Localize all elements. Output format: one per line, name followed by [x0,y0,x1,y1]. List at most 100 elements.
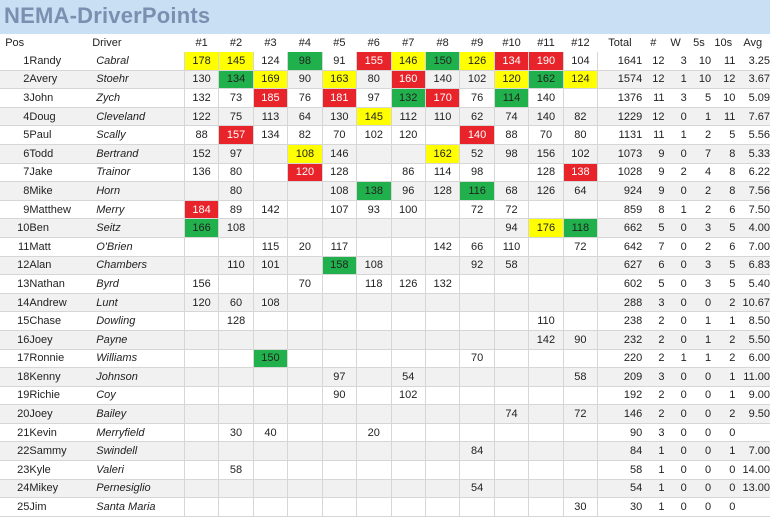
last-name-cell: Coy [96,386,185,406]
table-row[interactable]: 23 Kyle Valeri 58 58 1 0 0 0 14.00 [0,460,770,480]
race-10-points-cell [493,441,530,462]
races-count-cell: 9 [642,181,665,201]
wins-cell: 0 [664,181,687,201]
header-pos[interactable]: Pos [0,34,30,52]
table-row[interactable]: 19 Richie Coy 90 102 192 2 0 0 1 9.00 [0,386,770,406]
table-row[interactable]: 17 Ronnie Williams 150 70 220 2 1 1 2 6.00 [0,349,770,369]
race-11-points-cell: 142 [528,330,564,350]
table-row[interactable]: 15 Chase Dowling 128 110 238 2 0 1 1 8.50 [0,311,770,331]
position-cell: 4 [0,107,30,127]
race-7-points-cell [390,423,426,443]
header-races-count[interactable]: # [642,34,665,52]
table-row[interactable]: 8 Mike Horn 80 108 138 96 128 116 68 126 64 924 9 0 2 8 7… [0,181,770,201]
header-avg[interactable]: Avg [735,34,770,52]
race-7-points-cell: 112 [390,107,426,127]
header-race-10[interactable]: #10 [494,34,529,52]
table-row[interactable]: 10 Ben Seitz 166 108 94 176 118 662 5 0 3 5 4.00 [0,218,770,238]
header-race-12[interactable]: #12 [563,34,598,52]
race-7-points-cell: 160 [390,70,426,90]
header-wins[interactable]: W [664,34,687,52]
top10-cell: 2 [711,293,736,313]
race-10-points-cell: 58 [493,256,530,276]
table-row[interactable]: 22 Sammy Swindell 84 84 1 0 0 1 7.00 [0,441,770,462]
race-11-points-cell [528,441,564,462]
table-row[interactable]: 7 Jake Trainor 136 80 120 128 86 114 98 128 138 1028… [0,163,770,183]
race-4-points-cell: 82 [287,125,323,145]
race-10-points-cell: 134 [493,52,530,71]
table-row[interactable]: 13 Nathan Byrd 156 70 118 126 132 602 5 0 3 5 5.40 [0,274,770,294]
average-finish-cell: 7.00 [735,237,770,257]
race-6-points-cell: 80 [356,70,392,90]
average-finish-cell: 5.40 [735,274,770,294]
table-row[interactable]: 9 Matthew Merry 184 89 142 107 93 100 72 72 859 8 1 2 6… [0,200,770,220]
races-count-cell: 1 [642,460,665,480]
top10-cell: 11 [711,52,736,71]
races-count-cell: 3 [642,367,665,387]
table-row[interactable]: 14 Andrew Lunt 120 60 108 288 3 0 0 2 10.67 [0,293,770,313]
wins-cell: 1 [664,349,687,369]
position-cell: 24 [0,479,30,499]
top10-cell: 11 [711,107,736,127]
top5-cell: 0 [686,386,712,406]
race-8-points-cell [424,441,461,462]
table-row[interactable]: 21 Kevin Merryfield 30 40 20 90 3 0 0 0 [0,423,770,443]
races-count-cell: 3 [642,293,665,313]
first-name-cell: John [29,88,97,108]
header-race-11[interactable]: #11 [528,34,564,52]
header-driver[interactable]: Driver [29,34,185,52]
last-name-cell: Cabral [96,52,185,71]
race-8-points-cell [424,479,461,499]
last-name-cell: Dowling [96,311,185,331]
table-row[interactable]: 12 Alan Chambers 110 101 158 108 92 58 627 6 0 3 5 6.8… [0,256,770,276]
race-7-points-cell [390,404,426,424]
position-cell: 22 [0,441,30,462]
last-name-cell: Trainor [96,163,185,183]
race-5-points-cell: 107 [321,200,358,220]
header-race-7[interactable]: #7 [391,34,426,52]
table-row[interactable]: 11 Matt O'Brien 115 20 117 142 66 110 72 642 7 0 2 6 7.… [0,237,770,257]
race-1-points-cell: 152 [183,144,220,164]
table-row[interactable]: 18 Kenny Johnson 97 54 58 209 3 0 0 1 11.00 [0,367,770,387]
race-2-points-cell: 145 [218,52,254,71]
top10-cell: 5 [711,125,736,145]
top10-cell: 1 [711,441,736,462]
table-row[interactable]: 1 Randy Cabral 178 145 124 98 91 155 146 150 126 134… [0,52,770,71]
table-row[interactable]: 2 Avery Stoehr 130 134 169 90 163 80 160 140 102 120… [0,70,770,90]
table-row[interactable]: 5 Paul Scally 88 157 134 82 70 102 120 140 88 70 80 11… [0,125,770,145]
table-row[interactable]: 24 Mikey Pernesiglio 54 54 1 0 0 0 13.00 [0,479,770,499]
table-row[interactable]: 16 Joey Payne 142 90 232 2 0 1 2 5.50 [0,330,770,350]
table-row[interactable]: 20 Joey Bailey 74 72 146 2 0 0 2 9.50 [0,404,770,424]
wins-cell: 0 [664,311,687,331]
header-race-2[interactable]: #2 [218,34,254,52]
average-finish-cell: 6.83 [735,256,770,276]
table-row[interactable]: 4 Doug Cleveland 122 75 113 64 130 145 112 110 62 74… [0,107,770,127]
race-7-points-cell: 146 [390,52,426,71]
header-top10[interactable]: 10s [711,34,736,52]
race-6-points-cell: 118 [356,274,392,294]
last-name-cell: Cleveland [96,107,185,127]
race-2-points-cell [218,274,254,294]
table-row[interactable]: 25 Jim Santa Maria 30 30 1 0 0 0 [0,497,770,517]
race-8-points-cell: 110 [424,107,461,127]
header-race-9[interactable]: #9 [459,34,495,52]
wins-cell: 0 [664,144,687,164]
race-4-points-cell [287,404,323,424]
race-3-points-cell [252,386,289,406]
table-row[interactable]: 3 John Zych 132 73 185 76 181 97 132 170 76 114 140 13… [0,88,770,108]
race-11-points-cell [528,367,564,387]
header-race-3[interactable]: #3 [253,34,288,52]
header-race-8[interactable]: #8 [425,34,460,52]
header-race-5[interactable]: #5 [322,34,357,52]
header-total[interactable]: Total [597,34,643,52]
header-race-4[interactable]: #4 [287,34,323,52]
first-name-cell: Sammy [29,441,97,462]
header-race-6[interactable]: #6 [356,34,391,52]
header-top5[interactable]: 5s [686,34,712,52]
race-2-points-cell: 157 [218,125,254,145]
race-7-points-cell [390,293,426,313]
average-finish-cell [735,423,770,443]
header-race-1[interactable]: #1 [184,34,219,52]
table-row[interactable]: 6 Todd Bertrand 152 97 108 146 162 52 98 156 102 107… [0,144,770,164]
race-4-points-cell: 120 [287,163,323,183]
average-finish-cell: 11.00 [735,367,770,387]
